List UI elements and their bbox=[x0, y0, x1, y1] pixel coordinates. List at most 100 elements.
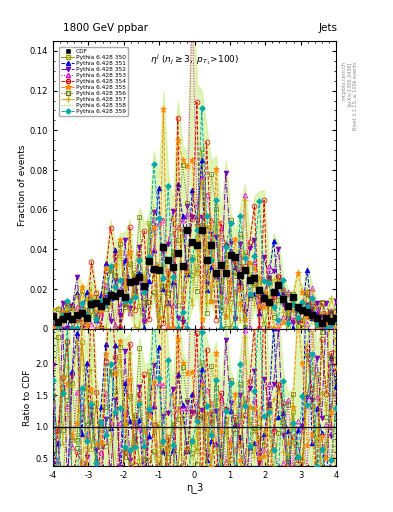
Pythia 6.428 350 bbox=[199, 146, 204, 153]
Line: Pythia 6.428 357: Pythia 6.428 357 bbox=[50, 178, 339, 332]
Pythia 6.428 352 bbox=[151, 209, 156, 215]
Pythia 6.428 350 bbox=[113, 325, 118, 331]
Pythia 6.428 357 bbox=[147, 253, 151, 259]
Pythia 6.428 356 bbox=[334, 318, 338, 324]
Pythia 6.428 357 bbox=[238, 316, 242, 323]
Pythia 6.428 359 bbox=[137, 257, 142, 263]
Pythia 6.428 351 bbox=[199, 157, 204, 163]
Pythia 6.428 356 bbox=[51, 315, 55, 322]
CDF bbox=[319, 321, 324, 327]
Pythia 6.428 353 bbox=[151, 246, 156, 252]
Pythia 6.428 350 bbox=[151, 274, 156, 281]
Pythia 6.428 358 bbox=[103, 270, 108, 276]
Pythia 6.428 353 bbox=[137, 275, 142, 282]
Pythia 6.428 351 bbox=[238, 279, 242, 285]
Pythia 6.428 358 bbox=[60, 325, 65, 331]
Pythia 6.428 350 bbox=[147, 220, 151, 226]
Y-axis label: Fraction of events: Fraction of events bbox=[18, 144, 27, 226]
Pythia 6.428 354 bbox=[51, 325, 55, 331]
Text: mcplots.cern.ch: mcplots.cern.ch bbox=[342, 61, 346, 100]
Pythia 6.428 354 bbox=[70, 325, 75, 331]
Pythia 6.428 354 bbox=[238, 286, 242, 292]
CDF bbox=[123, 294, 127, 300]
Pythia 6.428 357 bbox=[94, 325, 99, 331]
Pythia 6.428 352 bbox=[147, 259, 151, 265]
Pythia 6.428 351 bbox=[60, 325, 65, 331]
Pythia 6.428 352 bbox=[51, 312, 55, 318]
Pythia 6.428 357 bbox=[137, 325, 142, 331]
Line: Pythia 6.428 353: Pythia 6.428 353 bbox=[51, 3, 338, 331]
Pythia 6.428 359 bbox=[147, 253, 151, 260]
Pythia 6.428 352 bbox=[334, 298, 338, 304]
Pythia 6.428 350 bbox=[238, 263, 242, 269]
Pythia 6.428 358 bbox=[137, 303, 142, 309]
Pythia 6.428 352 bbox=[127, 305, 132, 311]
Pythia 6.428 355 bbox=[142, 276, 147, 283]
Pythia 6.428 352 bbox=[103, 294, 108, 300]
Text: CDF_1994_S2952106: CDF_1994_S2952106 bbox=[154, 261, 235, 270]
Pythia 6.428 354 bbox=[137, 250, 142, 256]
Line: Pythia 6.428 355: Pythia 6.428 355 bbox=[50, 106, 339, 332]
Pythia 6.428 359 bbox=[199, 105, 204, 112]
X-axis label: η_3: η_3 bbox=[186, 482, 203, 494]
Pythia 6.428 356 bbox=[238, 231, 242, 238]
Pythia 6.428 353 bbox=[127, 310, 132, 316]
Pythia 6.428 352 bbox=[223, 170, 228, 176]
Pythia 6.428 356 bbox=[156, 325, 161, 331]
Pythia 6.428 359 bbox=[334, 317, 338, 323]
Pythia 6.428 355 bbox=[334, 325, 338, 331]
Y-axis label: Ratio to CDF: Ratio to CDF bbox=[23, 369, 32, 425]
Pythia 6.428 358 bbox=[51, 319, 55, 326]
Pythia 6.428 352 bbox=[137, 244, 142, 250]
Pythia 6.428 359 bbox=[238, 214, 242, 220]
Pythia 6.428 353 bbox=[334, 315, 338, 322]
Pythia 6.428 353 bbox=[103, 282, 108, 288]
Legend: CDF, Pythia 6.428 350, Pythia 6.428 351, Pythia 6.428 352, Pythia 6.428 353, Pyt: CDF, Pythia 6.428 350, Pythia 6.428 351,… bbox=[59, 47, 128, 116]
Text: Rivet 3.1.10, ≥ 100k events: Rivet 3.1.10, ≥ 100k events bbox=[353, 61, 358, 130]
Text: $\eta^j\ (n_j \geq 3,\ p_{T_1}\!>\!100)$: $\eta^j\ (n_j \geq 3,\ p_{T_1}\!>\!100)$ bbox=[150, 52, 239, 67]
Pythia 6.428 359 bbox=[127, 298, 132, 305]
Pythia 6.428 358 bbox=[151, 202, 156, 208]
Pythia 6.428 352 bbox=[65, 325, 70, 331]
Pythia 6.428 355 bbox=[99, 307, 103, 313]
Pythia 6.428 357 bbox=[151, 267, 156, 273]
Pythia 6.428 351 bbox=[51, 323, 55, 329]
Pythia 6.428 359 bbox=[51, 314, 55, 320]
Pythia 6.428 356 bbox=[147, 299, 151, 305]
Pythia 6.428 358 bbox=[334, 322, 338, 328]
Pythia 6.428 350 bbox=[137, 303, 142, 309]
Pythia 6.428 356 bbox=[180, 161, 185, 167]
Pythia 6.428 357 bbox=[103, 325, 108, 331]
Pythia 6.428 356 bbox=[99, 300, 103, 306]
Pythia 6.428 355 bbox=[147, 260, 151, 266]
Pythia 6.428 358 bbox=[127, 310, 132, 316]
Pythia 6.428 359 bbox=[103, 301, 108, 307]
Pythia 6.428 358 bbox=[147, 240, 151, 246]
Line: Pythia 6.428 359: Pythia 6.428 359 bbox=[51, 106, 338, 331]
Pythia 6.428 351 bbox=[151, 247, 156, 253]
Pythia 6.428 355 bbox=[233, 236, 238, 242]
Pythia 6.428 350 bbox=[51, 316, 55, 323]
Line: Pythia 6.428 356: Pythia 6.428 356 bbox=[51, 162, 338, 331]
CDF bbox=[142, 283, 147, 289]
CDF bbox=[334, 315, 338, 321]
Text: 1800 GeV ppbar: 1800 GeV ppbar bbox=[63, 23, 148, 33]
CDF bbox=[51, 313, 55, 319]
Pythia 6.428 356 bbox=[142, 300, 147, 306]
Line: Pythia 6.428 358: Pythia 6.428 358 bbox=[53, 205, 336, 328]
Pythia 6.428 353 bbox=[60, 325, 65, 331]
Line: Pythia 6.428 351: Pythia 6.428 351 bbox=[51, 157, 338, 331]
Pythia 6.428 354 bbox=[147, 316, 151, 322]
Pythia 6.428 350 bbox=[99, 308, 103, 314]
Pythia 6.428 358 bbox=[238, 246, 242, 252]
Pythia 6.428 358 bbox=[156, 316, 161, 322]
CDF bbox=[147, 258, 151, 264]
Pythia 6.428 351 bbox=[147, 278, 151, 284]
Text: Jets: Jets bbox=[319, 23, 338, 33]
Pythia 6.428 356 bbox=[132, 275, 137, 281]
Pythia 6.428 350 bbox=[127, 309, 132, 315]
Pythia 6.428 354 bbox=[127, 224, 132, 230]
CDF bbox=[132, 278, 137, 284]
Text: [arXiv:1306.3436]: [arXiv:1306.3436] bbox=[347, 61, 352, 106]
Pythia 6.428 355 bbox=[51, 325, 55, 331]
